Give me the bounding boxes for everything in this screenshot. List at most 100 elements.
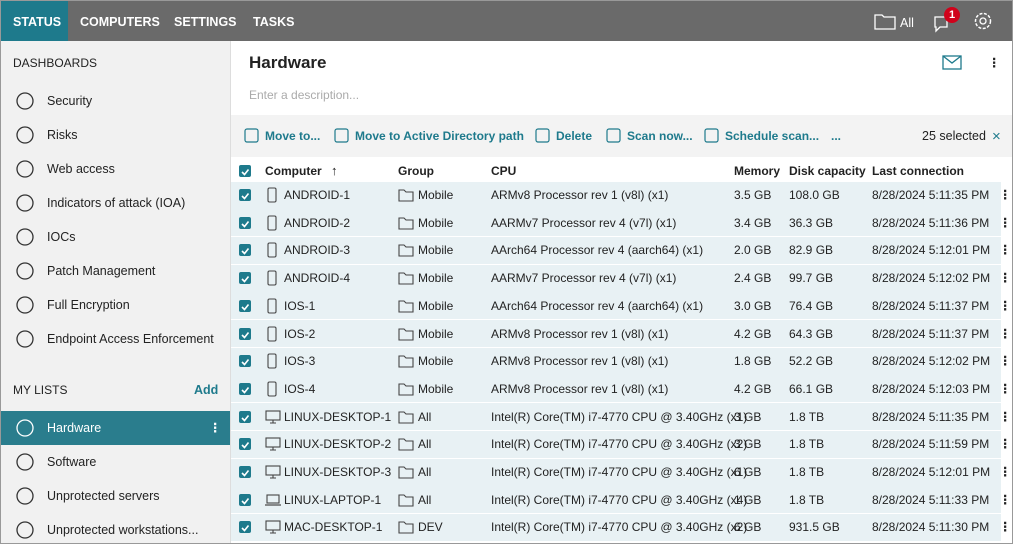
row-checkbox[interactable] xyxy=(239,189,251,201)
sort-arrow[interactable]: ↑ xyxy=(331,163,338,178)
action-icon xyxy=(244,128,259,143)
toolbar-action[interactable]: Scan now... xyxy=(627,129,693,143)
toolbar-action[interactable]: Move to... xyxy=(265,129,321,143)
list-item[interactable]: Hardware xyxy=(47,421,102,435)
row-menu[interactable]: ⋮ xyxy=(999,326,1012,341)
dashboard-item[interactable]: Endpoint Access Enforcement xyxy=(47,332,214,346)
row-checkbox[interactable] xyxy=(239,216,251,229)
mail-icon[interactable] xyxy=(941,54,963,72)
column-header[interactable]: Disk capacity xyxy=(789,164,866,178)
row-bg[interactable] xyxy=(231,347,1001,376)
row-bg[interactable] xyxy=(231,403,1001,432)
row-menu[interactable]: ⋮ xyxy=(999,409,1012,424)
dashboard-item[interactable]: Web access xyxy=(47,162,115,176)
device-icon xyxy=(267,270,277,286)
dashboard-icon xyxy=(16,92,34,110)
list-item[interactable]: Unprotected servers xyxy=(47,489,160,503)
device-icon xyxy=(267,381,277,397)
row-menu[interactable]: ⋮ xyxy=(999,354,1012,369)
column-header[interactable]: Group xyxy=(398,164,434,178)
list-item[interactable]: Unprotected workstations... xyxy=(47,523,199,537)
row-bg[interactable] xyxy=(231,375,1001,404)
column-header[interactable]: CPU xyxy=(491,164,517,178)
row-bg[interactable] xyxy=(231,513,1001,542)
row-checkbox[interactable] xyxy=(239,410,251,423)
row-menu[interactable]: ⋮ xyxy=(999,465,1012,479)
list-icon xyxy=(16,487,34,505)
description-input[interactable]: Enter a description... xyxy=(249,88,360,102)
column-header[interactable]: Computer xyxy=(265,164,322,178)
row-menu[interactable]: ⋮ xyxy=(999,271,1012,286)
toolbar-action[interactable]: Move to Active Directory path xyxy=(355,129,524,143)
nav-tab[interactable]: COMPUTERS xyxy=(80,15,160,29)
row-bg[interactable] xyxy=(231,430,1001,459)
row-menu[interactable]: ⋮ xyxy=(999,188,1012,202)
list-menu[interactable]: ⋮ xyxy=(209,421,222,435)
nav-tab[interactable]: TASKS xyxy=(253,15,295,29)
row-checkbox[interactable] xyxy=(239,382,251,395)
row-menu[interactable]: ⋮ xyxy=(999,298,1012,313)
row-checkbox[interactable] xyxy=(239,299,251,312)
row-checkbox[interactable] xyxy=(239,521,251,534)
section-title: MY LISTS xyxy=(13,383,68,397)
cell: IOS-2 xyxy=(284,326,316,341)
cell: Mobile xyxy=(418,326,454,341)
row-bg[interactable] xyxy=(231,236,1001,265)
row-checkbox[interactable] xyxy=(239,272,251,285)
column-header[interactable]: Memory xyxy=(734,164,781,178)
all-label[interactable]: All xyxy=(900,16,914,30)
cell: 3 GB xyxy=(734,437,762,452)
row-bg[interactable] xyxy=(231,264,1001,293)
device-icon xyxy=(265,520,281,534)
list-item[interactable]: Software xyxy=(47,455,97,469)
list-icon xyxy=(16,521,34,539)
settings-icon[interactable] xyxy=(972,10,994,32)
row-checkbox[interactable] xyxy=(239,244,251,257)
badge xyxy=(944,7,960,23)
dashboard-item[interactable]: Full Encryption xyxy=(47,298,130,312)
row-menu[interactable]: ⋮ xyxy=(999,243,1012,258)
cell: 99.7 GB xyxy=(789,271,834,286)
row-menu[interactable]: ⋮ xyxy=(999,215,1012,230)
row-bg[interactable] xyxy=(231,320,1001,348)
more-menu[interactable]: ⋮ xyxy=(988,56,1001,70)
dashboard-item[interactable]: Risks xyxy=(47,128,78,142)
row-menu[interactable]: ⋮ xyxy=(999,437,1012,452)
row-checkbox[interactable] xyxy=(239,466,251,478)
column-header[interactable]: Last connection xyxy=(872,164,965,178)
group-icon xyxy=(398,438,414,451)
row-menu[interactable]: ⋮ xyxy=(999,520,1012,535)
dashboard-item[interactable]: IOCs xyxy=(47,230,76,244)
cell: 8/28/2024 5:12:03 PM xyxy=(872,381,991,396)
toolbar-action[interactable]: Delete xyxy=(556,129,593,143)
cell: 1.8 TB xyxy=(789,465,825,479)
header-checkbox[interactable] xyxy=(239,165,251,177)
row-checkbox[interactable] xyxy=(239,355,251,368)
nav-tab[interactable]: STATUS xyxy=(13,15,62,29)
toolbar-action[interactable]: Schedule scan... xyxy=(725,129,820,143)
row-bg[interactable] xyxy=(231,209,1001,238)
nav-tab[interactable]: SETTINGS xyxy=(174,15,237,29)
dashboard-item[interactable]: Patch Management xyxy=(47,264,156,278)
dashboard-item[interactable]: Indicators of attack (IOA) xyxy=(47,196,186,210)
row-menu[interactable]: ⋮ xyxy=(999,381,1012,396)
row-checkbox[interactable] xyxy=(239,493,251,506)
cell: 36.3 GB xyxy=(789,215,834,230)
row-checkbox[interactable] xyxy=(239,327,251,340)
cell: 8/28/2024 5:12:02 PM xyxy=(872,271,991,286)
cell: Mobile xyxy=(418,271,454,286)
list-icon xyxy=(16,453,34,471)
row-bg[interactable] xyxy=(231,486,1001,515)
cell: 3.5 GB xyxy=(734,188,772,202)
dashboard-item[interactable]: Security xyxy=(47,94,93,108)
clear-selection[interactable]: × xyxy=(992,128,1001,145)
toolbar-action[interactable]: ... xyxy=(831,129,842,143)
add-link[interactable]: Add xyxy=(194,383,219,397)
selected-list-bg xyxy=(1,411,230,445)
dashboard-icon xyxy=(16,126,34,144)
row-checkbox[interactable] xyxy=(239,438,251,451)
row-bg[interactable] xyxy=(231,458,1001,487)
row-bg[interactable] xyxy=(231,292,1001,321)
row-bg[interactable] xyxy=(231,181,1001,210)
row-menu[interactable]: ⋮ xyxy=(999,492,1012,507)
